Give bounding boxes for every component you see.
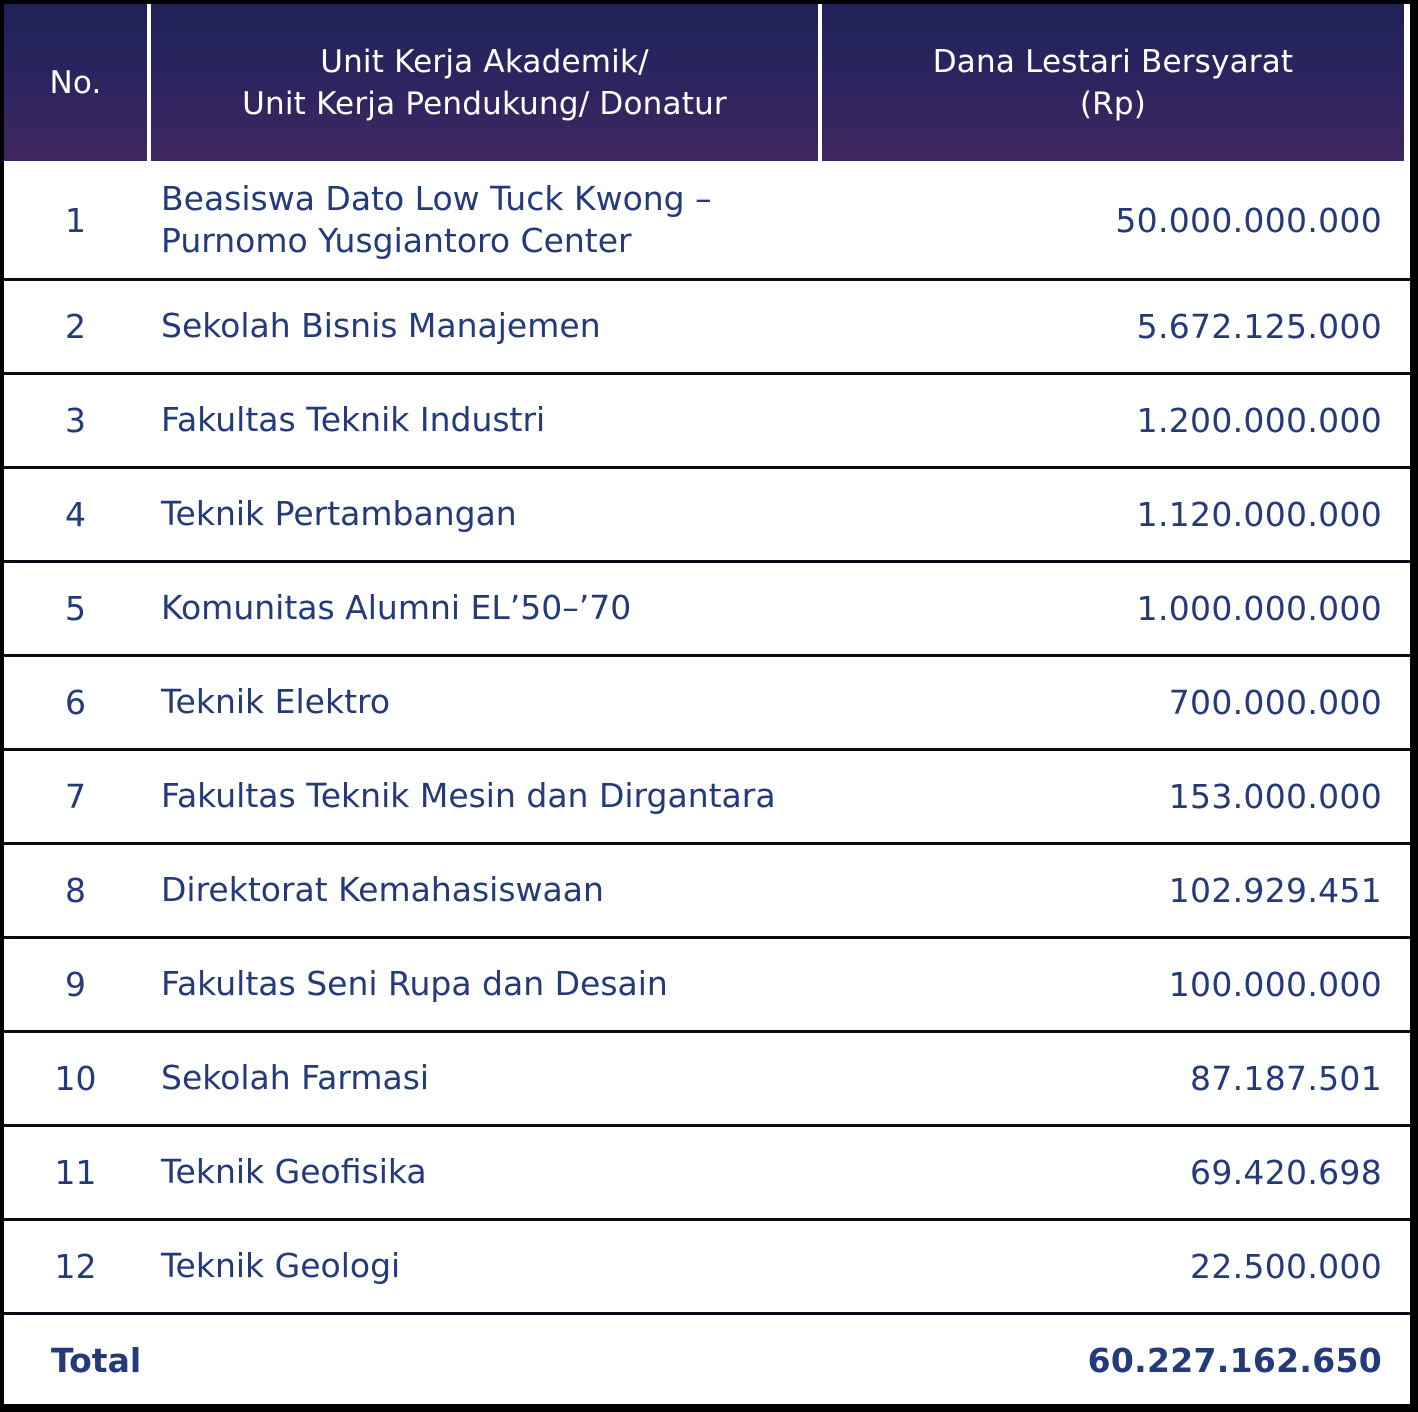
row-number: 3 xyxy=(65,401,86,440)
total-amount: 60.227.162.650 xyxy=(1087,1341,1382,1380)
header-unit-line2: Unit Kerja Pendukung/ Donatur xyxy=(242,85,727,122)
row-amount: 22.500.000 xyxy=(1190,1247,1382,1286)
row-amount: 1.120.000.000 xyxy=(1136,495,1382,534)
row-name: Komunitas Alumni EL’50–’70 xyxy=(161,588,632,627)
table-row: 6 Teknik Elektro 700.000.000 xyxy=(4,657,1410,751)
table-row: 2 Sekolah Bisnis Manajemen 5.672.125.000 xyxy=(4,281,1410,375)
row-name: Teknik Geologi xyxy=(161,1246,401,1285)
header-unit: Unit Kerja Akademik/ Unit Kerja Pendukun… xyxy=(151,4,818,161)
table-row: 7 Fakultas Teknik Mesin dan Dirgantara 1… xyxy=(4,751,1410,845)
total-label: Total xyxy=(51,1341,142,1380)
row-number: 5 xyxy=(65,589,86,628)
row-amount: 1.000.000.000 xyxy=(1136,589,1382,628)
row-name: Fakultas Seni Rupa dan Desain xyxy=(161,964,668,1003)
row-name: Sekolah Farmasi xyxy=(161,1058,430,1097)
row-number: 6 xyxy=(65,683,86,722)
header-amount-line1: Dana Lestari Bersyarat xyxy=(932,43,1294,80)
table-row: 1 Beasiswa Dato Low Tuck Kwong – Purnomo… xyxy=(4,161,1410,281)
table-row: 10 Sekolah Farmasi 87.187.501 xyxy=(4,1033,1410,1127)
total-row: Total 60.227.162.650 xyxy=(4,1315,1410,1404)
row-number: 12 xyxy=(54,1247,97,1286)
row-name: Fakultas Teknik Mesin dan Dirgantara xyxy=(161,776,776,815)
endowment-table: No. Unit Kerja Akademik/ Unit Kerja Pend… xyxy=(4,4,1410,1404)
row-amount: 69.420.698 xyxy=(1190,1153,1382,1192)
row-name: Sekolah Bisnis Manajemen xyxy=(161,306,601,345)
row-amount: 153.000.000 xyxy=(1168,777,1382,816)
table-row: 5 Komunitas Alumni EL’50–’70 1.000.000.0… xyxy=(4,563,1410,657)
header-amount: Dana Lestari Bersyarat (Rp) xyxy=(822,4,1404,161)
row-amount: 102.929.451 xyxy=(1168,871,1382,910)
row-amount: 1.200.000.000 xyxy=(1136,401,1382,440)
row-name-line2: Purnomo Yusgiantoro Center xyxy=(161,221,632,260)
row-amount: 87.187.501 xyxy=(1190,1059,1382,1098)
table-row: 9 Fakultas Seni Rupa dan Desain 100.000.… xyxy=(4,939,1410,1033)
table-header: No. Unit Kerja Akademik/ Unit Kerja Pend… xyxy=(4,4,1404,161)
row-number: 8 xyxy=(65,871,86,910)
row-number: 1 xyxy=(65,201,86,240)
row-name: Fakultas Teknik Industri xyxy=(161,400,546,439)
row-number: 10 xyxy=(54,1059,97,1098)
header-no-label: No. xyxy=(49,64,102,101)
header-unit-line1: Unit Kerja Akademik/ xyxy=(320,43,649,80)
row-name: Teknik Elektro xyxy=(161,682,391,721)
table-row: 3 Fakultas Teknik Industri 1.200.000.000 xyxy=(4,375,1410,469)
row-number: 2 xyxy=(65,307,86,346)
row-name: Beasiswa Dato Low Tuck Kwong – Purnomo Y… xyxy=(161,178,861,262)
row-number: 11 xyxy=(54,1153,97,1192)
row-name: Direktorat Kemahasiswaan xyxy=(161,870,604,909)
row-amount: 100.000.000 xyxy=(1168,965,1382,1004)
header-no: No. xyxy=(4,4,147,161)
row-amount: 700.000.000 xyxy=(1168,683,1382,722)
table-row: 11 Teknik Geofisika 69.420.698 xyxy=(4,1127,1410,1221)
table-row: 8 Direktorat Kemahasiswaan 102.929.451 xyxy=(4,845,1410,939)
table-row: 4 Teknik Pertambangan 1.120.000.000 xyxy=(4,469,1410,563)
header-amount-line2: (Rp) xyxy=(1079,85,1147,122)
row-amount: 5.672.125.000 xyxy=(1136,307,1382,346)
row-number: 7 xyxy=(65,777,86,816)
row-name: Teknik Pertambangan xyxy=(161,494,517,533)
row-name: Teknik Geofisika xyxy=(161,1152,427,1191)
row-name-line1: Beasiswa Dato Low Tuck Kwong – xyxy=(161,179,712,218)
row-number: 9 xyxy=(65,965,86,1004)
row-number: 4 xyxy=(65,495,86,534)
table-row: 12 Teknik Geologi 22.500.000 xyxy=(4,1221,1410,1315)
row-amount: 50.000.000.000 xyxy=(1115,201,1382,240)
